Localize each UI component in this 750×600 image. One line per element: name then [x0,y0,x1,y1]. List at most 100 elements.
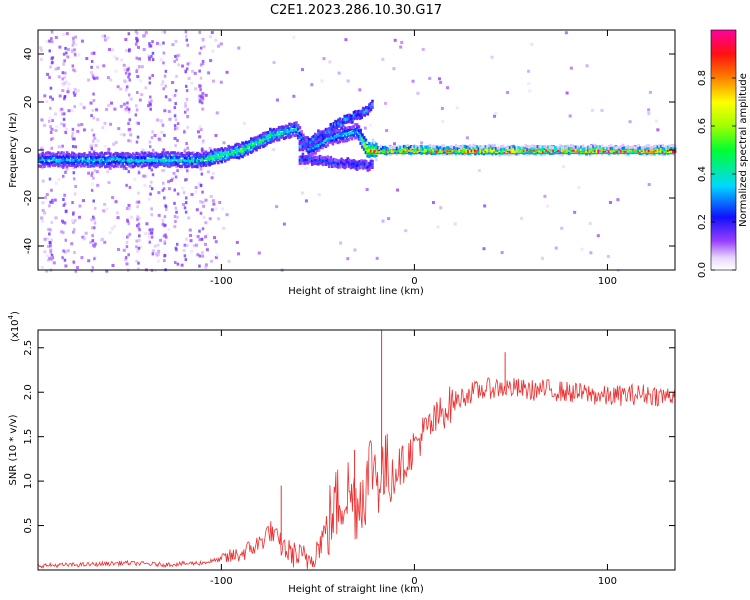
spectrogram-noise-cell [46,72,50,76]
spectrogram-branch-cell [334,126,337,130]
spectrogram-ridge-cell [163,152,166,156]
spectrogram-noise-cell [186,108,189,112]
spectrogram-ridge-cell [72,155,76,160]
spectrogram-ridge-cell [109,163,112,167]
spectrogram-ridge-cell [39,160,43,164]
spectrogram-ridge-cell [586,145,590,149]
spectrogram-noise-cell [446,86,450,90]
spectrogram-ridge-cell [154,155,157,159]
spectrogram-noise-cell [385,129,389,133]
spectrogram-noise-cell [58,108,62,112]
spectrogram-noise-cell [55,125,59,129]
spectrogram-ridge-cell [312,145,316,150]
spectrogram-noise-cell [186,115,189,119]
spectrogram-branch-cell [343,114,346,118]
spectrogram-ridge-cell [222,157,225,161]
spectrogram-noise-cell [125,85,129,89]
spectrogram-noise-cell [62,112,66,116]
spectrogram-ridge-cell [171,151,175,155]
spectrogram-noise-cell [159,43,163,47]
spectrogram-branch-cell [320,130,323,134]
spectrogram-ridge-cell [171,161,175,165]
spectrogram-ridge-cell [44,160,48,164]
spectrogram-ridge-cell [279,132,283,136]
spectrogram-ridge-cell [538,145,541,149]
spectrogram-ridge-cell [38,153,41,157]
spectrogram-ridge-cell [262,138,265,142]
spectrogram-noise-cell [122,248,126,252]
spectrogram-ridge-cell [501,146,505,150]
spectrogram-noise-cell [129,139,133,143]
spectrogram-ridge-cell [43,162,46,166]
spectrogram-noise-cell [78,215,82,219]
spectrogram-noise-cell [358,88,362,92]
spectrogram-ridge-cell [50,152,53,156]
spectrogram-ridge-cell [124,152,128,156]
spectrogram-noise-cell [188,228,192,232]
spectrogram-noise-cell [209,59,213,63]
spectrogram-ridge-cell [322,140,326,144]
spectrogram-noise-cell [124,38,128,42]
spectrogram-ridge-cell [161,160,164,164]
spectrogram-ridge-cell [571,144,574,148]
spectrogram-ridge-cell [500,150,503,154]
spectrogram-ridge-cell [345,129,349,133]
spectrogram-noise-cell [95,170,99,174]
spectrogram-noise-cell [92,150,96,154]
spectrogram-ridge-cell [522,148,526,152]
spectrogram-ridge-cell [185,156,189,160]
spectrogram-branch-cell [349,163,353,167]
spectrogram-ridge-cell [626,147,630,151]
spectrogram-ridge-cell [239,154,243,158]
spectrogram-ridge-cell [69,158,72,163]
spectrogram-ridge-cell [564,150,567,155]
spectrogram-ridge-cell [550,150,554,154]
spectrogram-noise-cell [91,108,95,112]
spectrogram-ridge-cell [251,149,255,153]
spectrogram-ridge-cell [60,155,64,160]
spectrogram-ridge-cell [220,153,224,157]
spectrogram-ridge-cell [249,139,253,143]
spectrogram-ridge-cell [288,132,291,136]
spectrogram-ridge-cell [651,146,654,150]
spectrogram-noise-cell [101,126,105,130]
spectrogram-noise-cell [91,234,94,238]
spectrogram-ridge-cell [126,160,130,165]
spectrogram-ridge-cell [81,161,85,165]
spectrogram-ridge-cell [90,155,93,159]
spectrogram-ridge-cell [163,159,166,163]
spectrogram-ridge-cell [216,161,220,165]
spectrogram-ridge-cell [131,158,135,162]
spectrogram-branch-cell [324,130,328,134]
spectrogram-ridge-cell [137,155,140,160]
spectrogram-ridge-cell [279,128,283,132]
snr-unit-prefix: (x10 [10,319,21,342]
spectrogram-ridge-cell [236,146,239,151]
spectrogram-ridge-cell [477,147,481,151]
spectrogram-ridge-cell [95,160,98,164]
spectrogram-noise-cell [178,53,182,57]
spectrogram-branch-cell [317,132,320,136]
spectrogram-ridge-cell [192,153,196,158]
spectrogram-ridge-cell [527,152,531,157]
spectrogram-noise-cell [600,108,604,112]
spectrogram-ridge-cell [255,145,258,149]
spectrogram-ridge-cell [157,162,161,166]
spectrogram-branch-cell [357,163,360,167]
spectrogram-noise-cell [211,49,215,53]
spectrogram-noise-cell [39,48,43,52]
spectrogram-ridge-cell [105,156,109,160]
spectrogram-ridge-cell [380,150,383,155]
spectrogram-ridge-cell [387,147,390,151]
spectrogram-ridge-cell [163,154,166,158]
spectrogram-noise-cell [82,106,86,110]
spectrogram-ridge-cell [150,158,154,162]
spectrogram-ridge-cell [604,146,607,150]
spectrogram-ridge-cell [331,138,335,142]
snr-xtick-label: -100 [210,576,233,587]
spectrogram-ridge-cell [79,159,83,164]
spectrogram-noise-cell [66,87,70,91]
spectrogram-ridge-cell [343,139,347,143]
spectrogram-noise-cell [181,186,185,190]
spectrogram-ridge-cell [130,153,133,158]
